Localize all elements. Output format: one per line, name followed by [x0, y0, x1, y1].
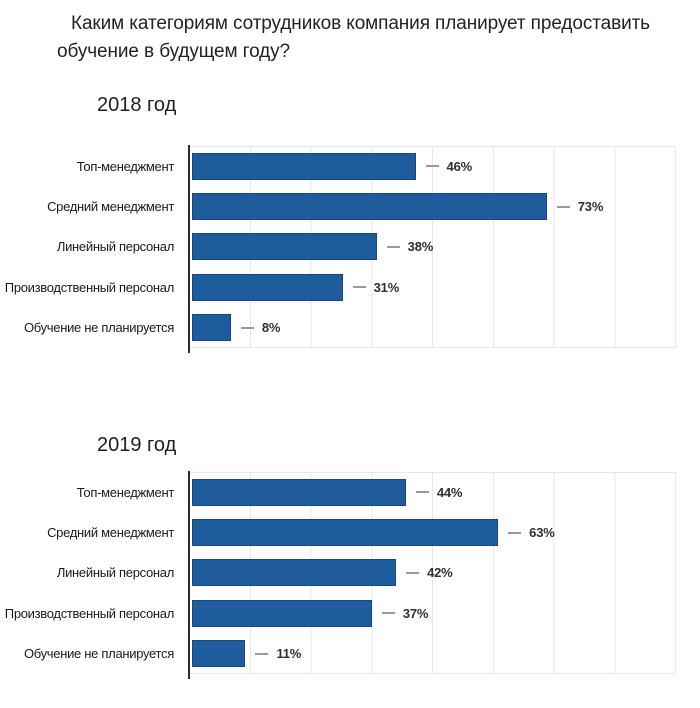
bar-no-training-2018: [192, 314, 231, 342]
bar-middle-management-2019: [192, 519, 499, 547]
bar-row: Линейный персонал 42%: [0, 553, 680, 593]
callout-line: [556, 205, 570, 208]
chart-2018-heading: 2018 год: [97, 94, 177, 116]
value-label: 42%: [427, 565, 453, 581]
category-label: Топ-менеджмент: [76, 484, 175, 500]
value-label: 44%: [436, 484, 463, 500]
category-label: Топ-менеджмент: [76, 158, 175, 174]
callout-line: [415, 491, 429, 494]
bar-row: Линейный персонал 38%: [0, 227, 680, 267]
value-label: 37%: [402, 605, 429, 621]
value-callout: 46%: [425, 158, 473, 174]
category-label: Обучение не планируется: [23, 320, 174, 336]
bar-row: Обучение не планируется 11%: [0, 634, 680, 674]
category-label: Средний менеджмент: [47, 199, 174, 215]
y-axis-line: [188, 471, 190, 679]
bar-chart-2018: Топ-менеджмент 46% Средний менеджмент 73…: [0, 145, 680, 353]
category-label: Производственный персонал: [4, 605, 175, 621]
bar-line-staff-2019: [192, 559, 397, 587]
bar-row: Топ-менеджмент 46%: [0, 146, 680, 186]
category-label: Средний менеджмент: [47, 525, 174, 541]
bar-top-management-2018: [192, 152, 416, 180]
value-callout: 11%: [255, 646, 301, 661]
callout-line: [352, 286, 366, 289]
value-label: 31%: [373, 279, 400, 295]
value-callout: 38%: [386, 239, 434, 255]
value-label: 73%: [577, 199, 604, 215]
callout-line: [255, 652, 269, 655]
value-callout: 31%: [352, 279, 400, 295]
callout-line: [381, 612, 395, 615]
bar-production-staff-2018: [192, 273, 343, 301]
page-title: Каким категориям сотрудников компания пл…: [57, 13, 650, 62]
bar-chart-2019: Топ-менеджмент 44% Средний менеджмент 63…: [0, 471, 680, 679]
y-axis-line: [188, 145, 190, 353]
value-label: 11%: [276, 646, 302, 662]
bar-top-management-2019: [192, 478, 406, 506]
category-label: Обучение не планируется: [23, 646, 174, 662]
value-label: 63%: [529, 525, 555, 541]
bar-row: Средний менеджмент 63%: [0, 512, 680, 552]
callout-line: [386, 245, 400, 248]
callout-line: [425, 165, 439, 168]
category-label: Линейный персонал: [56, 565, 174, 581]
value-callout: 37%: [381, 605, 429, 621]
value-label: 38%: [407, 239, 434, 255]
bar-middle-management-2018: [192, 193, 547, 221]
bar-row: Топ-менеджмент 44%: [0, 472, 680, 512]
value-callout: 44%: [415, 484, 463, 500]
value-label: 46%: [446, 158, 473, 174]
bar-no-training-2019: [192, 640, 246, 668]
value-label: 8%: [261, 320, 281, 336]
bar-row: Производственный персонал 31%: [0, 267, 680, 307]
callout-line: [406, 571, 420, 574]
callout-line: [240, 326, 254, 329]
value-callout: 73%: [556, 199, 604, 215]
value-callout: 42%: [406, 565, 453, 581]
bar-row: Обучение не планируется 8%: [0, 308, 680, 348]
chart-2019-heading: 2019 год: [97, 434, 177, 456]
bar-row: Средний менеджмент 73%: [0, 186, 680, 226]
value-callout: 63%: [508, 525, 555, 541]
bar-production-staff-2019: [192, 599, 372, 627]
callout-line: [508, 531, 522, 534]
category-label: Линейный персонал: [56, 239, 174, 255]
bar-row: Производственный персонал 37%: [0, 593, 680, 633]
bar-line-staff-2018: [192, 233, 377, 261]
value-callout: 8%: [240, 320, 281, 336]
category-label: Производственный персонал: [4, 279, 175, 295]
